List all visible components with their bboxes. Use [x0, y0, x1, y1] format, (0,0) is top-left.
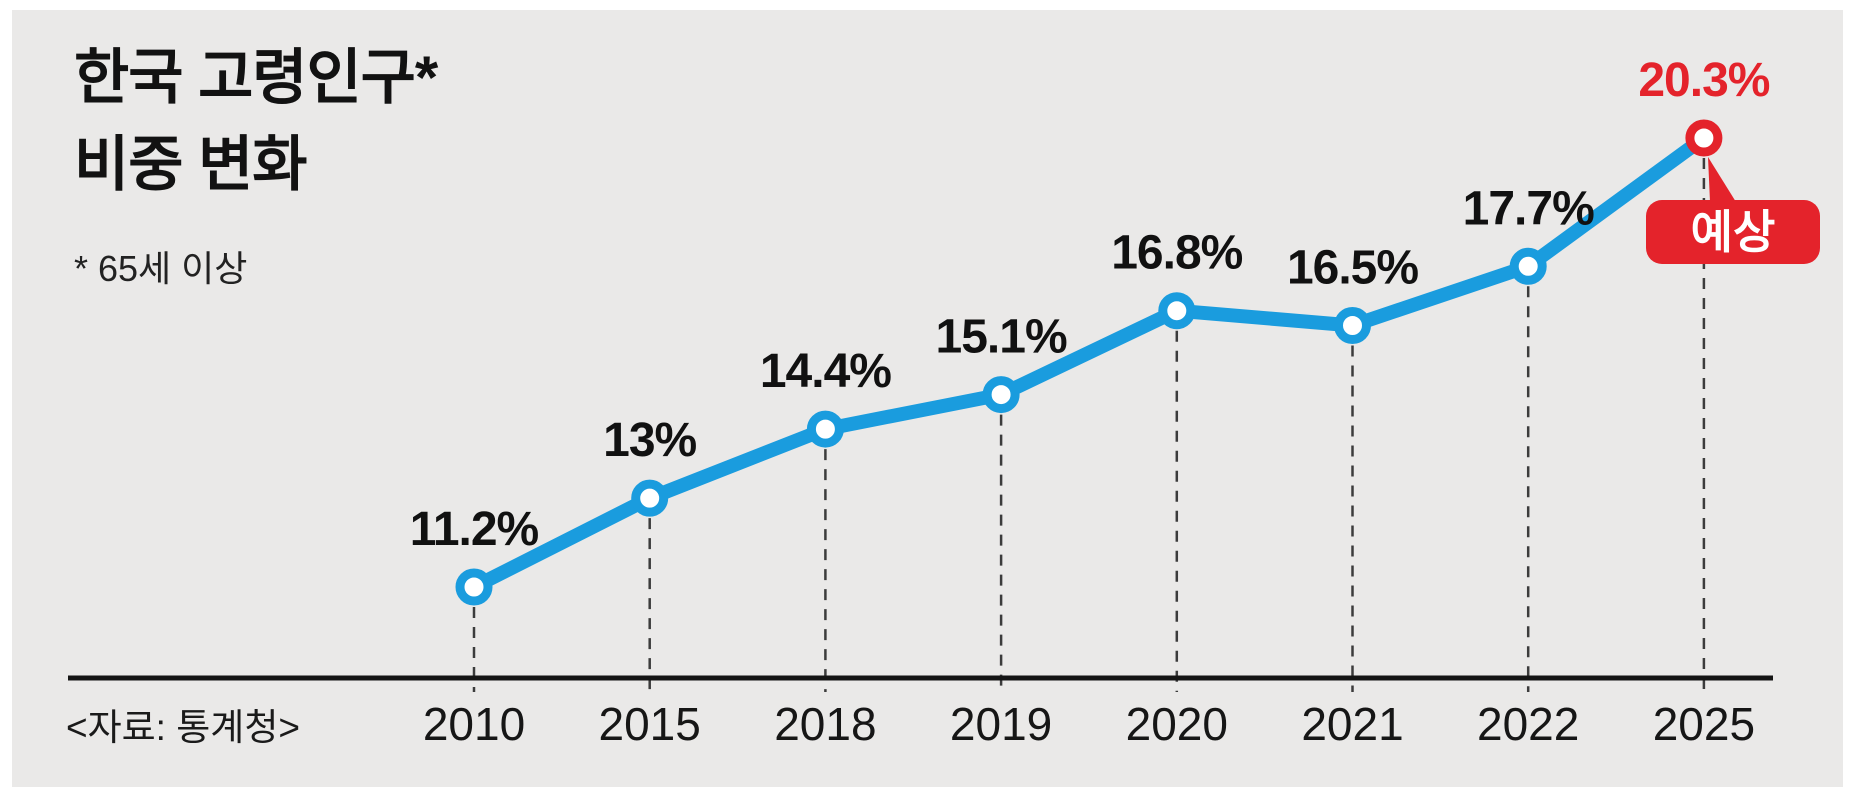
- year-label: 2015: [599, 698, 701, 750]
- value-label: 16.8%: [1111, 227, 1242, 280]
- data-point-marker: [1334, 306, 1371, 344]
- value-label: 11.2%: [410, 503, 539, 556]
- value-label: 16.5%: [1287, 241, 1418, 294]
- value-label: 13%: [603, 414, 696, 467]
- year-label: 2025: [1653, 698, 1755, 750]
- chart-background-panel: [12, 10, 1843, 787]
- year-label: 2022: [1477, 698, 1579, 750]
- year-label: 2018: [774, 698, 876, 750]
- value-label: 15.1%: [936, 311, 1067, 364]
- data-point-marker: [1158, 292, 1196, 330]
- year-label: 2010: [423, 698, 525, 750]
- data-point-marker: [982, 376, 1020, 414]
- year-label: 2019: [950, 698, 1052, 750]
- data-point-marker: [631, 479, 669, 517]
- chart-title-line1: 한국 고령인구*: [74, 44, 438, 111]
- year-label: 2020: [1126, 698, 1228, 750]
- data-point-marker: [806, 410, 844, 448]
- source-caption: <자료: 통계청>: [66, 707, 300, 748]
- data-point-marker: [455, 568, 493, 606]
- chart-title: 한국 고령인구* 비중 변화: [74, 34, 438, 208]
- chart-footnote: * 65세 이상: [74, 248, 248, 289]
- forecast-bubble-label: 예상: [1691, 206, 1776, 258]
- trend-line: [467, 130, 1711, 594]
- value-label: 17.7%: [1463, 182, 1594, 235]
- chart-title-line2: 비중 변화: [74, 131, 307, 198]
- forecast-point-marker: [1685, 119, 1723, 157]
- year-label: 2021: [1301, 698, 1403, 750]
- forecast-bubble-tail: [1708, 157, 1736, 202]
- data-point-marker: [1509, 247, 1547, 285]
- value-label: 14.4%: [760, 345, 891, 398]
- value-label: 20.3%: [1638, 54, 1769, 107]
- forecast-bubble: [1646, 200, 1820, 264]
